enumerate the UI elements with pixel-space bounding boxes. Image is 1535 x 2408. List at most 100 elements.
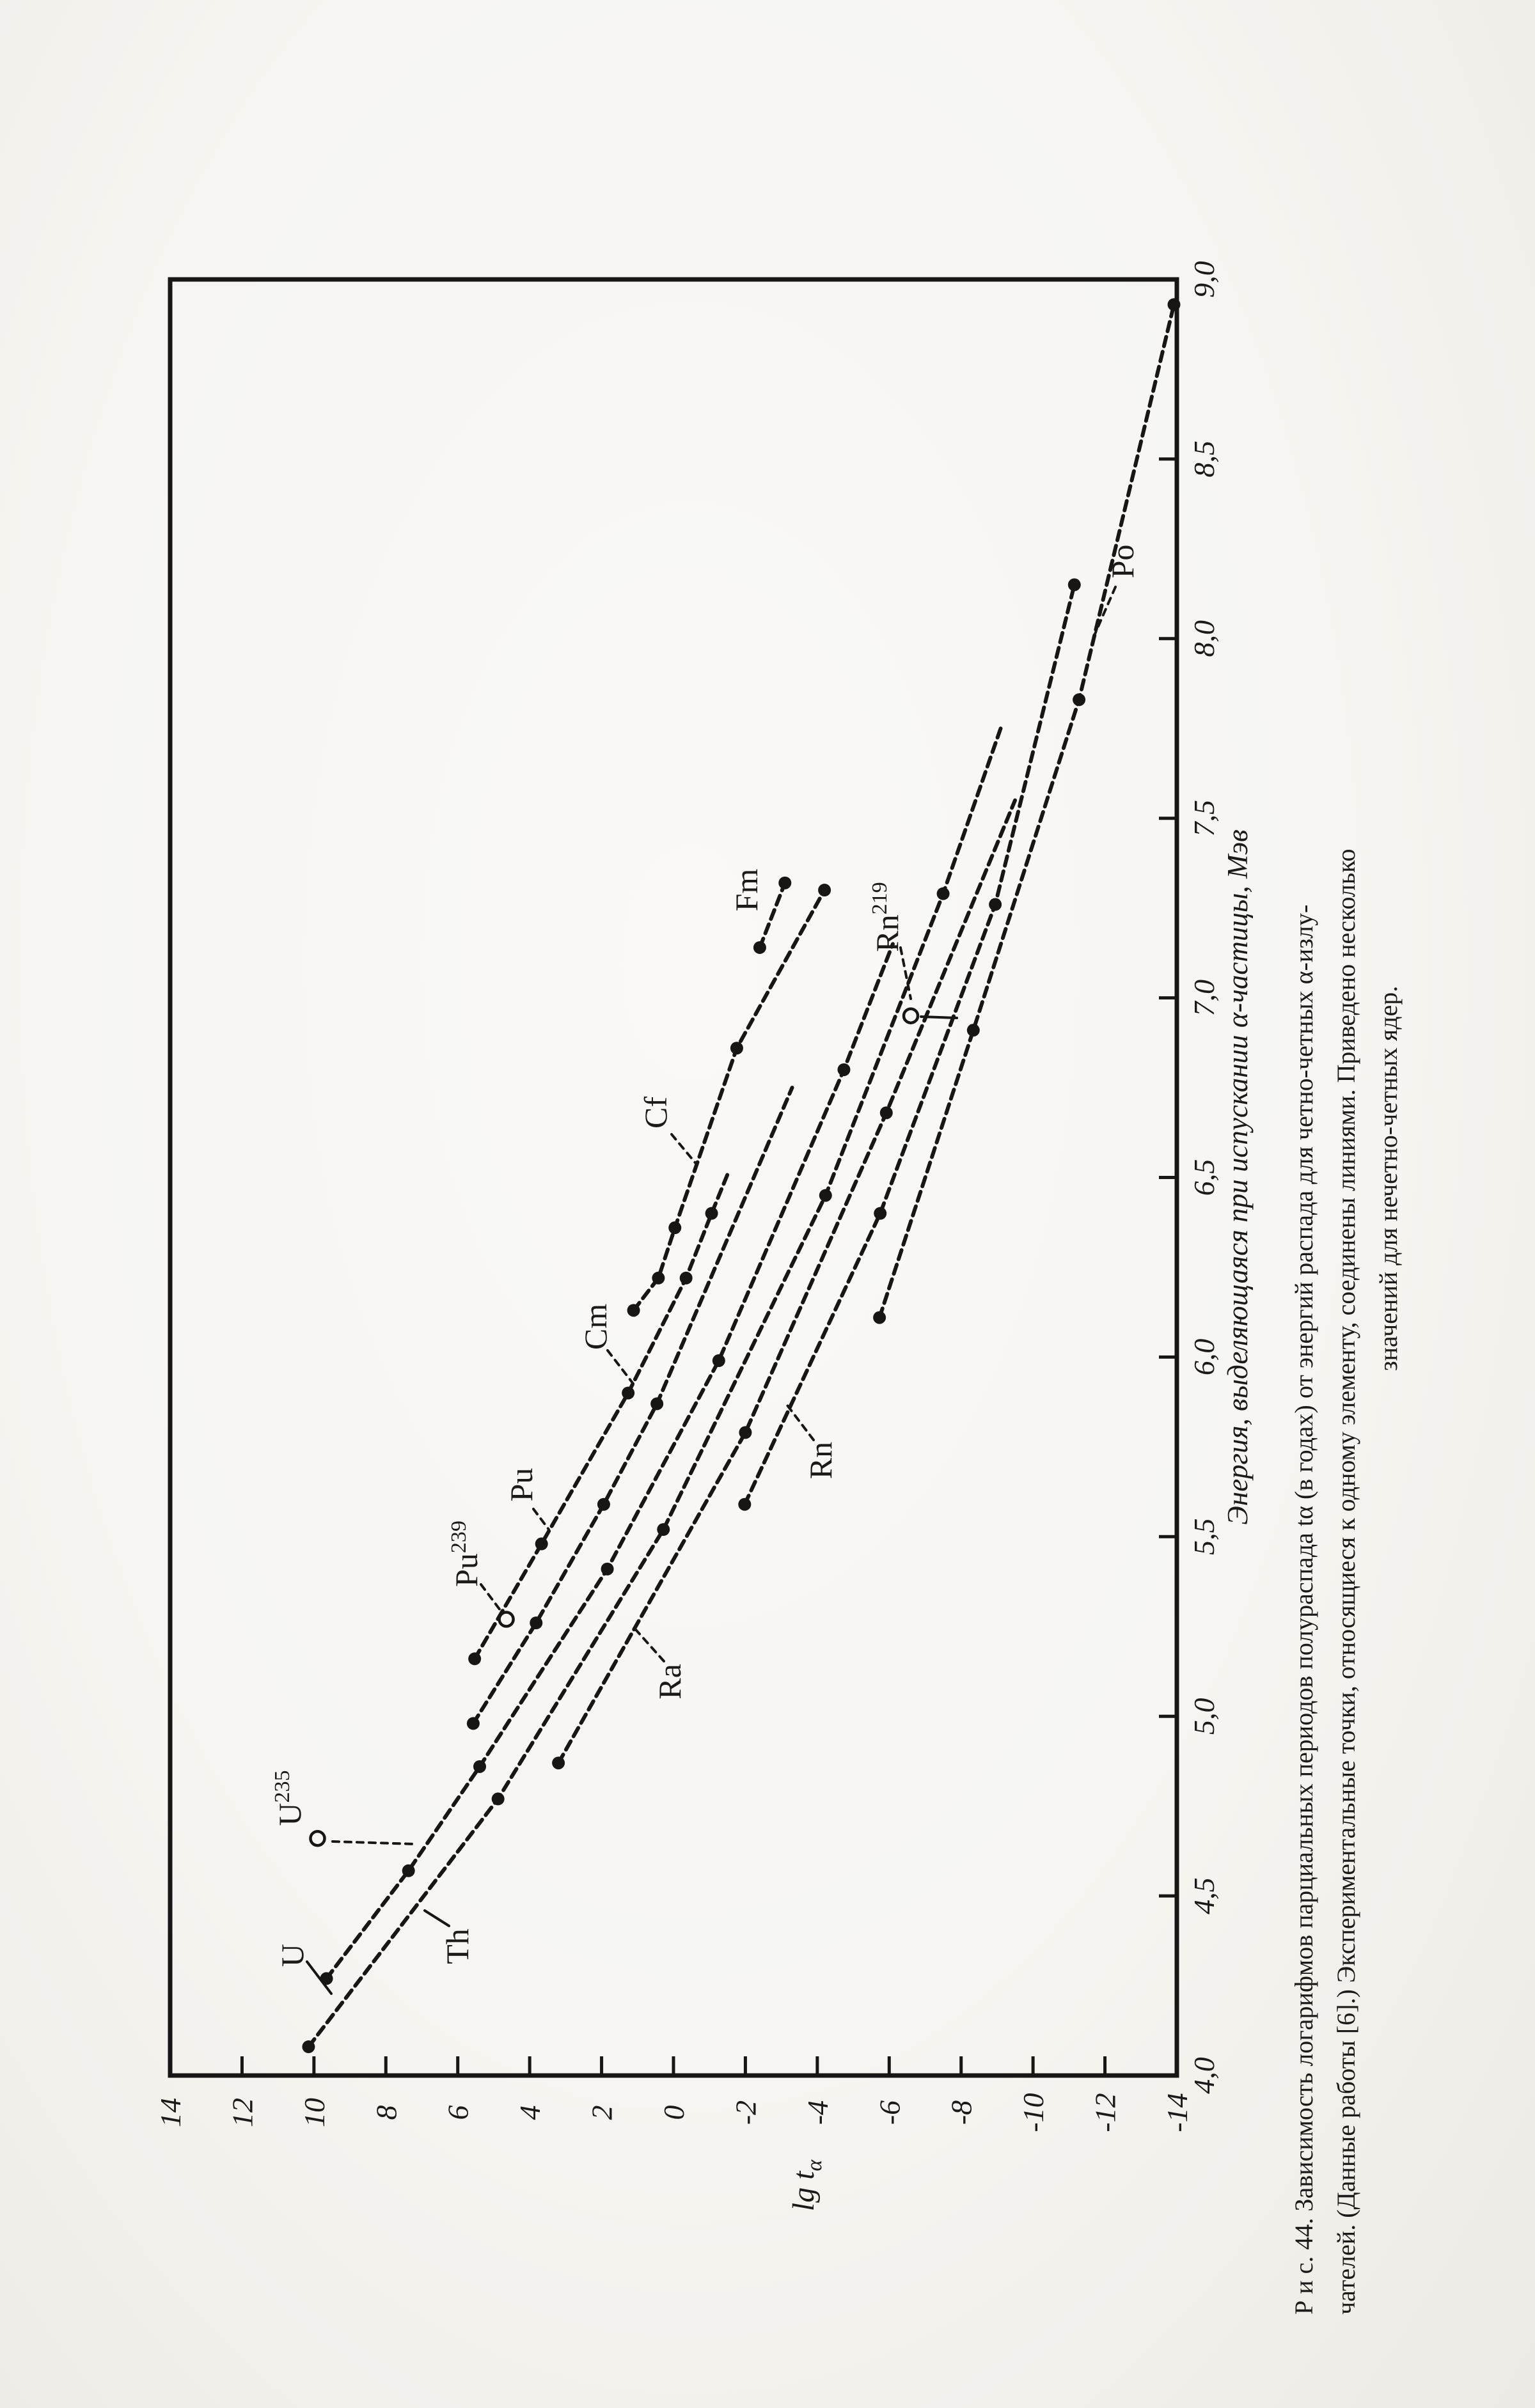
energy-tick-label: 4,0: [1188, 2057, 1220, 2094]
data-point-U: [837, 1063, 851, 1076]
odd-label-Pu239: Pu239: [447, 1521, 484, 1587]
data-point-Pu: [597, 1497, 610, 1511]
plot-frame: [168, 277, 1179, 2078]
lgt-tick-label: -4: [801, 2100, 834, 2125]
data-point-Pu: [466, 1717, 480, 1730]
data-point-Po: [966, 1024, 980, 1037]
odd-leader-Pu239: [480, 1583, 501, 1611]
energy-axis-title: Энергия, выделяющаяся при испускании α-ч…: [1222, 829, 1254, 1524]
lgt-axis: 14 12 10 8 6 4 2 0 -2 -4 -6 -8 -10 -12 -14 lg tα: [154, 2056, 1193, 2211]
lgt-tick-label: 8: [370, 2106, 402, 2120]
data-point-Cf: [627, 1304, 640, 1317]
data-point-Th: [491, 1792, 505, 1806]
odd-label-Rn219: Rn219: [868, 882, 905, 951]
lgt-tick-label: 10: [298, 2098, 331, 2127]
leader-Rn: [784, 1402, 815, 1441]
odd-points: U235 Pu239 Rn219: [271, 882, 958, 1847]
energy-tick-label: 7,5: [1188, 800, 1220, 837]
energy-tick-label: 6,5: [1188, 1159, 1220, 1196]
series-line-Th: [306, 726, 1003, 2049]
energy-axis: 4,0 4,5 5,0 5,5 6,0 6,5 7,0 7,5 8,0 8,5 9,0 Энергия…: [1159, 261, 1254, 2094]
data-point-Cf: [652, 1271, 665, 1285]
leader-Cm: [606, 1349, 634, 1385]
series-line-Rn: [743, 582, 1076, 1506]
lgt-tick-label: -10: [1017, 2093, 1050, 2132]
leader-Pu: [532, 1508, 550, 1531]
data-point-Cf: [668, 1221, 682, 1235]
odd-connector-Rn219: [920, 1015, 958, 1019]
energy-tick-label: 5,0: [1188, 1698, 1220, 1735]
data-point-Cm: [705, 1207, 718, 1220]
data-point-U: [712, 1354, 725, 1368]
data-point-Cm: [622, 1386, 635, 1400]
data-point-Ra: [739, 1426, 752, 1439]
lgt-tick-label: -2: [729, 2100, 762, 2125]
series-line-Ra: [556, 798, 1018, 1765]
series-line-Fm: [757, 880, 787, 950]
curve-label-Cm: Cm: [578, 1304, 613, 1350]
leader-Th: [423, 1909, 450, 1927]
data-point-Rn: [989, 898, 1002, 911]
data-point-Cm: [679, 1271, 693, 1285]
open-circle-Rn219: [902, 1007, 920, 1024]
lgt-tick-label: 2: [586, 2106, 618, 2120]
lgt-tick-label: -6: [873, 2100, 906, 2125]
energy-tick-label: 9,0: [1188, 261, 1220, 298]
leader-U: [306, 1960, 333, 1995]
curve-label-Rn: Rn: [803, 1442, 838, 1479]
curve-label-Fm: Fm: [728, 869, 764, 912]
element-labels: U Th Pu Cm Ra Rn Cf Fm Po: [274, 545, 1140, 1995]
data-point-Ra: [552, 1756, 565, 1770]
lgt-tick-label: -14: [1161, 2093, 1193, 2132]
open-circle-U235: [309, 1829, 326, 1847]
data-point-U: [601, 1562, 614, 1575]
data-point-Fm: [778, 876, 792, 889]
lgt-tick-label: 0: [657, 2106, 690, 2120]
data-point-Cf: [730, 1042, 743, 1055]
data-point-Ra: [879, 1106, 893, 1120]
energy-tick-label: 4,5: [1188, 1877, 1220, 1914]
series-line-Po: [878, 302, 1176, 1320]
energy-tick-label: 8,0: [1188, 620, 1220, 657]
curve-label-Th: Th: [439, 1928, 475, 1964]
data-point-Pu: [530, 1616, 543, 1630]
data-point-Th: [657, 1523, 670, 1536]
data-point-U: [402, 1864, 415, 1877]
energy-tick-label: 6,0: [1188, 1339, 1220, 1376]
data-point-U: [473, 1760, 487, 1773]
lgt-tick-label: 12: [226, 2098, 258, 2127]
data-point-Po: [1167, 298, 1181, 311]
data-point-Rn: [738, 1497, 752, 1511]
leader-Cf: [670, 1133, 698, 1166]
energy-tick-label: 7,0: [1188, 980, 1220, 1017]
open-circle-Pu239: [498, 1611, 515, 1628]
curve-label-U: U: [274, 1944, 310, 1967]
data-point-Po: [873, 1311, 886, 1324]
lgt-tick-label: -8: [945, 2100, 978, 2125]
data-point-Cf: [818, 884, 831, 897]
leader-Po: [1092, 586, 1117, 638]
caption-line-1: Р и с. 44. Зависимость логарифмов парциа…: [1289, 905, 1318, 2315]
curve-label-Pu: Pu: [503, 1468, 539, 1502]
data-point-Fm: [753, 941, 766, 954]
data-point-Cm: [468, 1652, 482, 1666]
lgt-tick-label: 6: [442, 2106, 475, 2120]
data-point-Pu: [650, 1397, 664, 1411]
odd-label-U235: U235: [271, 1770, 308, 1826]
data-point-Po: [1073, 693, 1086, 707]
lgt-tick-label: 14: [154, 2098, 187, 2127]
data-point-Th: [819, 1189, 832, 1202]
data-point-Cm: [535, 1537, 548, 1551]
curve-label-Ra: Ra: [652, 1664, 688, 1700]
figure-caption: Р и с. 44. Зависимость логарифмов парциа…: [1289, 848, 1403, 2315]
odd-leader-Rn219: [899, 946, 912, 1000]
data-point-Rn: [1067, 578, 1081, 591]
odd-leader-U235: [331, 1840, 416, 1845]
series-line-Cm: [473, 1168, 732, 1661]
frame-rect: [168, 277, 1179, 2078]
caption-line-3: значений для нечетно-четных ядер.: [1374, 986, 1403, 1372]
data-point-Rn: [874, 1207, 887, 1220]
lgt-tick-label: 4: [514, 2106, 546, 2120]
